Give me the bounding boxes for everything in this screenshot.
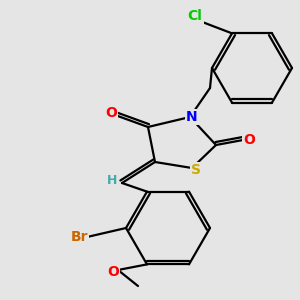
Text: S: S [191,163,201,177]
Text: O: O [107,265,119,279]
Text: N: N [186,110,198,124]
Text: Cl: Cl [188,9,202,23]
Text: Br: Br [70,230,88,244]
Text: O: O [105,106,117,120]
Text: O: O [243,133,255,147]
Text: H: H [107,175,117,188]
